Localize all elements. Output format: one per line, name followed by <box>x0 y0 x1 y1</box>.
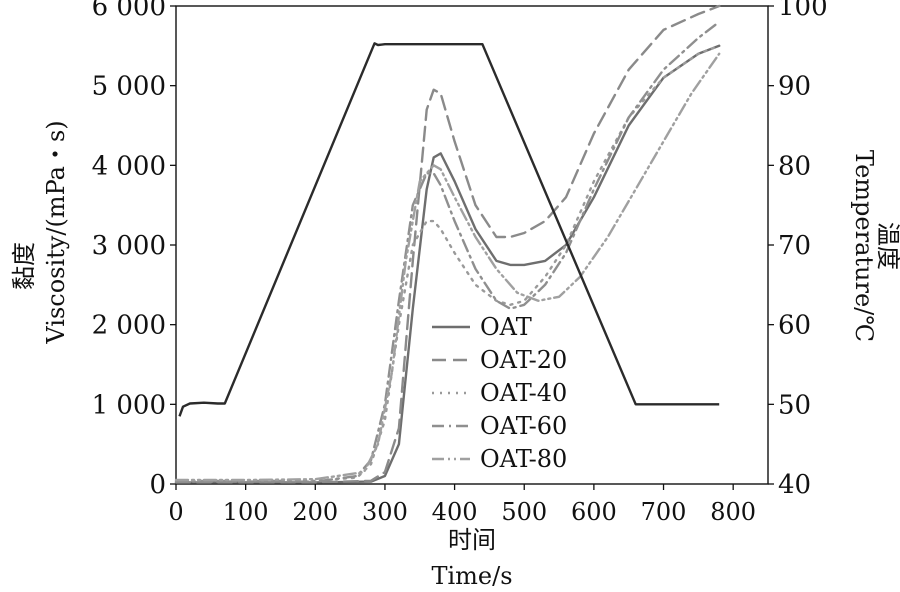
axis-ticks: 0 100 200 300 400 500 600 700 800 0 1 000 2 000 3 00… <box>92 0 828 526</box>
y-right-tick-label: 50 <box>778 390 811 420</box>
y-right-tick-label: 60 <box>778 311 811 341</box>
y-left-tick-label: 5 000 <box>92 72 166 102</box>
y-right-tick-label: 70 <box>778 231 811 261</box>
series-line-oat-20 <box>174 4 721 484</box>
x-tick-label: 200 <box>292 498 338 526</box>
x-tick-label: 100 <box>223 498 269 526</box>
y-left-tick-label: 1 000 <box>92 390 166 420</box>
y-left-tick-label: 3 000 <box>92 231 166 261</box>
x-tick-label: 300 <box>362 498 408 526</box>
series-lines <box>174 4 721 484</box>
y-left-tick-label: 6 000 <box>92 0 166 22</box>
legend: OAT OAT-20 OAT-40 OAT-60 OAT-80 <box>432 313 567 473</box>
plot-frame <box>175 5 769 485</box>
y-axis-right-label-en: Temperature/℃ <box>850 150 878 342</box>
y-axis-right-label-zh: 温度 <box>874 222 900 270</box>
legend-label-oat-60: OAT-60 <box>480 412 567 440</box>
y-axis-left-label-zh: 黏度 <box>10 242 38 290</box>
y-right-tick-label: 40 <box>778 470 811 500</box>
series-line-oat-60 <box>174 20 721 483</box>
x-axis-label-zh: 时间 <box>448 526 496 554</box>
x-tick-label: 700 <box>641 498 687 526</box>
legend-label-oat-40: OAT-40 <box>480 379 567 407</box>
series-line-oat <box>174 44 721 484</box>
x-tick-label: 0 <box>168 498 183 526</box>
y-right-tick-label: 90 <box>778 72 811 102</box>
y-right-tick-label: 100 <box>778 0 828 22</box>
y-right-tick-label: 80 <box>778 151 811 181</box>
y-left-tick-label: 0 <box>149 470 166 500</box>
series-line-oat-40 <box>174 44 721 482</box>
y-left-tick-label: 2 000 <box>92 311 166 341</box>
y-axis-left-label-en: Viscosity/(mPa・s) <box>42 120 70 344</box>
series-line-oat-80 <box>174 52 721 482</box>
legend-label-oat-20: OAT-20 <box>480 346 567 374</box>
x-axis-label-en: Time/s <box>431 562 512 590</box>
legend-label-oat-80: OAT-80 <box>480 445 567 473</box>
x-tick-label: 500 <box>501 498 547 526</box>
temperature-line <box>178 42 720 417</box>
x-tick-label: 400 <box>432 498 478 526</box>
x-tick-label: 600 <box>571 498 617 526</box>
x-tick-label: 800 <box>710 498 756 526</box>
y-left-tick-label: 4 000 <box>92 151 166 181</box>
legend-label-oat: OAT <box>480 313 532 341</box>
